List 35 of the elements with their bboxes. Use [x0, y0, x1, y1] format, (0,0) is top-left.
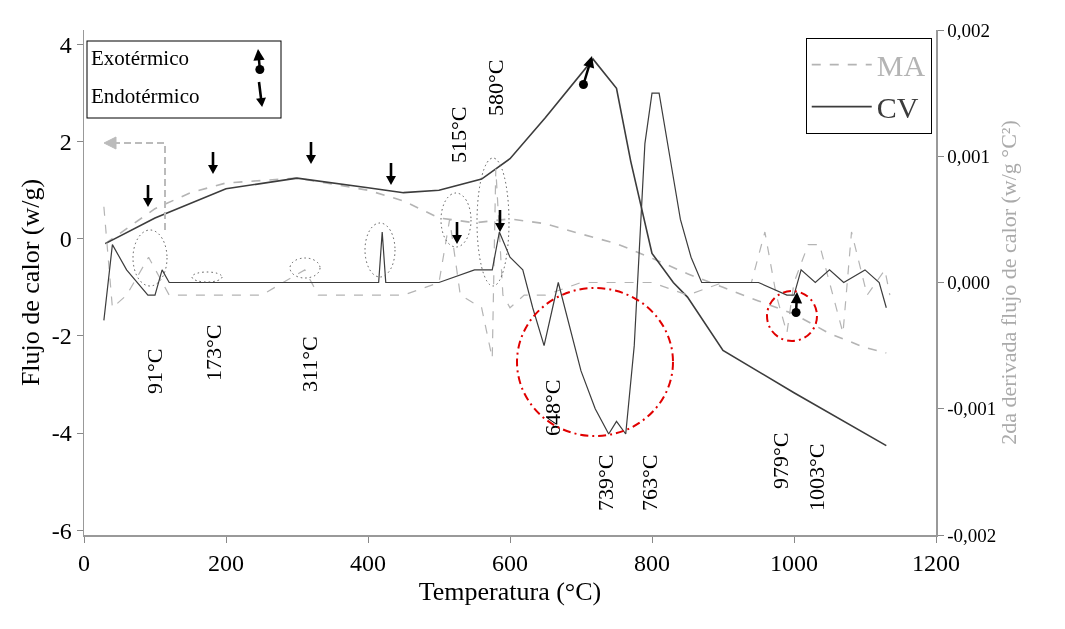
- annotation: 763°C: [637, 454, 662, 511]
- annotation: Exotérmico: [91, 46, 189, 70]
- annotation: 173°C: [201, 324, 226, 381]
- y-tick-label: -6: [51, 517, 72, 544]
- annotation: 515°C: [446, 106, 471, 163]
- x-tick-label: 200: [208, 550, 244, 577]
- y2-tick-label: -0,002: [947, 524, 997, 546]
- legend-label: CV: [876, 91, 919, 125]
- y2-tick-label: 0,000: [947, 272, 991, 294]
- x-tick-label: 0: [78, 550, 90, 577]
- y2-tick-label: -0,001: [947, 398, 997, 420]
- x-tick-label: 800: [634, 550, 670, 577]
- annotation: 739°C: [593, 454, 618, 511]
- annotation: 311°C: [297, 336, 322, 392]
- y-tick-label: -2: [51, 323, 72, 350]
- legend-label: MA: [876, 49, 926, 83]
- annotation: 580°C: [483, 59, 508, 116]
- x-axis-title: Temperatura (°C): [418, 576, 602, 606]
- y2-axis-title: 2da derivada flujo de calor (w/g °C²): [996, 120, 1022, 445]
- annotation: 648°C: [540, 379, 565, 436]
- annotation: 979°C: [768, 432, 793, 489]
- x-tick-label: 1000: [770, 550, 818, 577]
- y-tick-label: 4: [59, 31, 72, 58]
- x-tick-label: 600: [492, 550, 528, 577]
- annotation: 1003°C: [804, 443, 829, 511]
- y-axis-title: Flujo de calor (w/g): [16, 178, 46, 387]
- y2-tick-label: 0,001: [947, 145, 991, 167]
- y-tick-label: 2: [59, 129, 72, 156]
- annotation: Endotérmico: [91, 84, 200, 108]
- y-tick-label: -4: [51, 420, 72, 447]
- y2-tick-label: 0,002: [947, 19, 991, 41]
- y-tick-label: 0: [59, 226, 72, 253]
- annotation: 91°C: [142, 348, 167, 394]
- x-tick-label: 400: [350, 550, 386, 577]
- x-tick-label: 1200: [912, 550, 960, 577]
